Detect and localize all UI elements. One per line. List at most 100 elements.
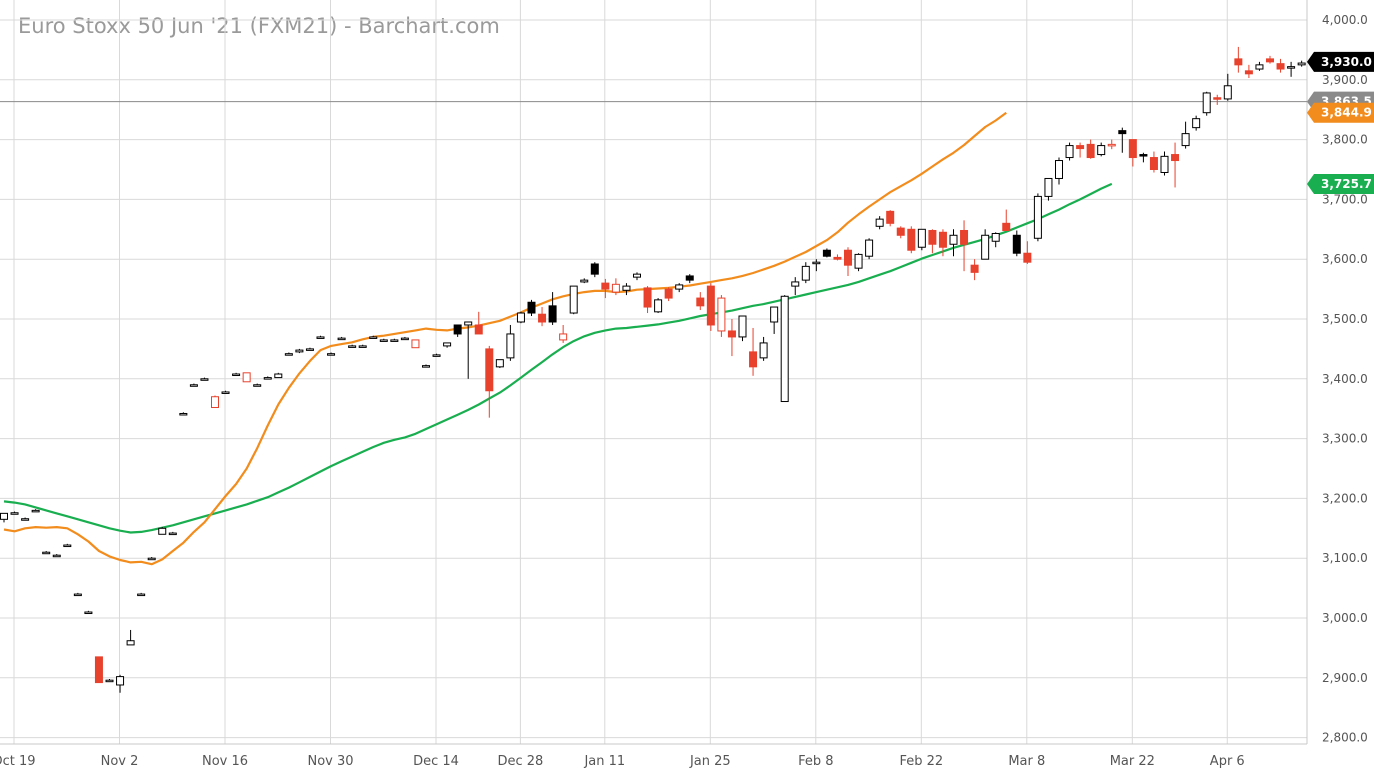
candle-body [137,593,146,597]
candle-body [738,315,747,338]
candle-body [569,285,578,314]
candle-body [559,333,568,341]
x-tick-label: Dec 14 [413,754,459,769]
candle-body [907,228,916,251]
y-tick-label: 3,100.0 [1322,551,1368,565]
candle-body [1192,118,1201,129]
candle-body [1086,143,1095,159]
y-tick-label: 2,900.0 [1322,671,1368,685]
chart-title: Euro Stoxx 50 Jun '21 (FXM21) - Barchart… [18,14,500,38]
candle-body [200,378,209,381]
candle-body [812,261,821,265]
candle-body [400,337,409,341]
candle-body [791,281,800,287]
candle-body [675,284,684,290]
candle-body [685,275,694,281]
y-tick-label: 4,000.0 [1322,13,1368,27]
candle-body [379,339,388,342]
candle-body [1139,154,1148,157]
candle-body [422,365,430,368]
candle-body [189,384,198,387]
candle-body [432,354,441,357]
candle-body [0,512,8,520]
candle-body [1097,145,1106,156]
candle-body [1297,62,1306,66]
candle-body [105,679,114,683]
candle-body [116,676,125,686]
candle-body [495,359,504,368]
candle-body [242,372,251,383]
x-tick-label: Feb 22 [899,754,943,769]
candle-body [833,256,842,260]
candle-body [316,336,325,339]
candle-body [601,282,610,290]
candle-body [759,342,768,359]
candle-body [896,227,905,236]
candle-body [453,324,462,335]
x-tick-label: Jan 25 [689,754,731,769]
y-tick-label: 3,800.0 [1322,133,1368,147]
candle-body [63,544,72,548]
candle-body [949,234,958,245]
candle-body [970,264,979,273]
candle-body [960,229,969,245]
candle-body [1055,160,1063,179]
candle-body [1276,63,1285,70]
ma-long-line [3,182,1113,534]
candle-body [1223,85,1232,100]
candle-body [854,253,863,269]
candle-body [211,396,219,409]
candle-body [232,373,241,377]
x-tick-label: Nov 2 [101,754,139,769]
candle-body [1181,133,1190,147]
candle-body [1107,143,1116,147]
candle-body [875,218,884,227]
candle-body [474,324,483,335]
candle-body [263,377,272,380]
candle-body [717,297,726,332]
candle-body [1287,66,1296,69]
price-badge-label: 3,930.0 [1321,55,1372,69]
candle-body [158,527,167,535]
y-tick-label: 2,800.0 [1322,731,1368,745]
price-badge-last_price [1307,51,1374,72]
x-tick-label: Oct 19 [0,754,36,769]
candle-body [664,288,673,299]
candle-body [73,593,82,597]
candle-body [801,265,810,281]
candle-body [411,339,420,349]
candle-body [548,305,557,323]
candle-body [1023,252,1032,263]
y-tick-label: 3,300.0 [1322,432,1368,446]
x-tick-label: Apr 6 [1210,754,1245,769]
y-tick-label: 3,500.0 [1322,312,1368,326]
ma-short-line [3,111,1007,566]
candle-body [538,313,547,323]
candle-body [590,263,599,275]
candle-body [1076,145,1085,150]
candle-body [696,297,705,307]
candle-body [1149,157,1158,170]
price-badge-ma_short [1307,102,1374,123]
candle-body [886,210,895,224]
candle-body [84,611,93,615]
candle-body [348,345,357,348]
candle-body [31,509,40,513]
candle-body [727,330,736,338]
candle-body [1202,92,1211,114]
candle-body [52,554,61,558]
candle-body [928,229,937,245]
candle-body [1234,58,1243,66]
candle-body [485,348,494,392]
candle-body [1244,70,1253,75]
candle-body [1002,222,1011,231]
candle-body [780,295,789,403]
y-tick-label: 3,900.0 [1322,73,1368,87]
candle-body [580,279,589,283]
candle-body [253,384,262,387]
price-badge-ma_long [1307,174,1374,195]
candle-body [42,551,51,555]
candle-body [706,285,715,326]
